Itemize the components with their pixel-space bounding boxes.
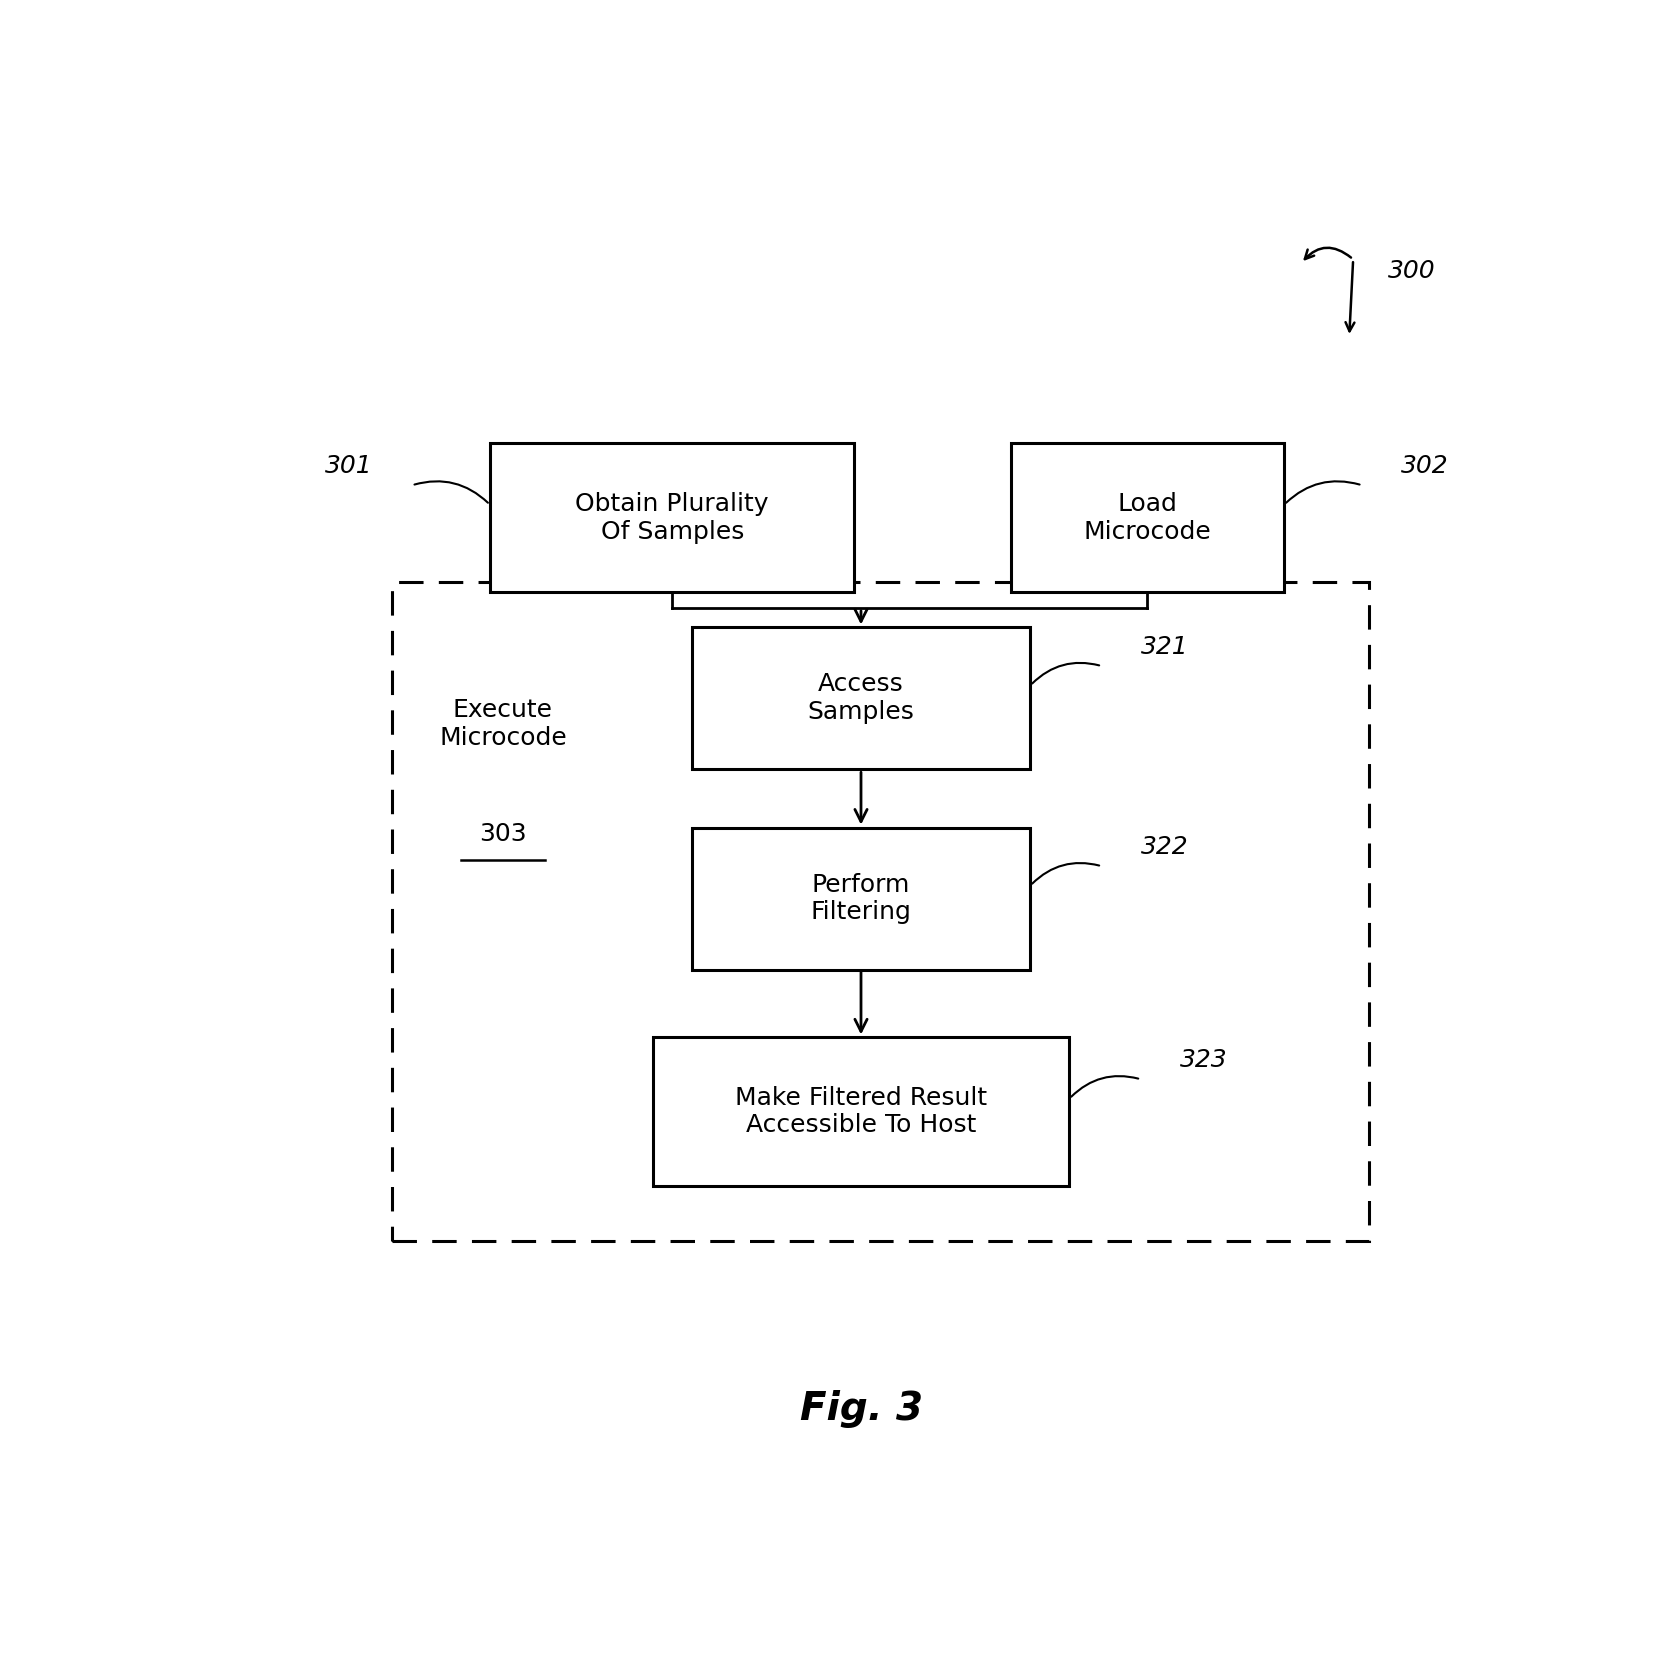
Text: 322: 322 bbox=[1141, 835, 1188, 859]
FancyBboxPatch shape bbox=[652, 1038, 1070, 1186]
FancyBboxPatch shape bbox=[1011, 443, 1284, 592]
FancyBboxPatch shape bbox=[692, 627, 1030, 770]
Text: Fig. 3: Fig. 3 bbox=[800, 1390, 922, 1427]
Text: 301: 301 bbox=[326, 454, 373, 478]
Text: Obtain Plurality
Of Samples: Obtain Plurality Of Samples bbox=[576, 491, 769, 543]
FancyBboxPatch shape bbox=[692, 827, 1030, 969]
Text: 300: 300 bbox=[1388, 258, 1436, 283]
Text: Make Filtered Result
Accessible To Host: Make Filtered Result Accessible To Host bbox=[734, 1085, 988, 1137]
Text: 321: 321 bbox=[1141, 634, 1188, 659]
Text: 303: 303 bbox=[479, 822, 528, 845]
Text: Execute
Microcode: Execute Microcode bbox=[438, 698, 566, 750]
Text: Perform
Filtering: Perform Filtering bbox=[810, 872, 912, 924]
FancyBboxPatch shape bbox=[393, 582, 1369, 1241]
Text: 302: 302 bbox=[1401, 454, 1448, 478]
Text: Access
Samples: Access Samples bbox=[808, 672, 914, 724]
Text: 323: 323 bbox=[1179, 1048, 1228, 1072]
FancyBboxPatch shape bbox=[491, 443, 855, 592]
Text: Load
Microcode: Load Microcode bbox=[1084, 491, 1211, 543]
